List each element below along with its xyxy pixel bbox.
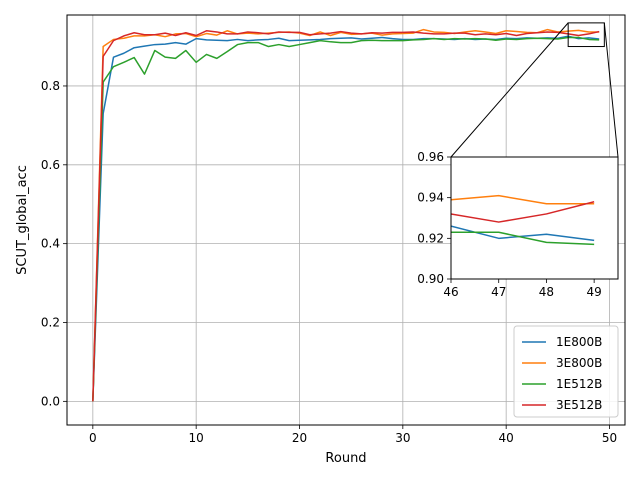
legend-label: 3E800B [556, 356, 602, 370]
legend-label: 3E512B [556, 398, 602, 412]
x-tick-label: 20 [292, 431, 307, 445]
y-axis-label: SCUT_global_acc [15, 165, 30, 275]
zoom-indicator [450, 22, 619, 158]
series-line-1e800b [92, 35, 600, 402]
zoom-connector-line [450, 22, 569, 158]
series-line-3e512b [92, 30, 600, 402]
legend: 1E800B 3E800B 1E512B 3E512B [513, 325, 619, 418]
inset-x-tick-label: 48 [539, 285, 554, 299]
y-tick-label: 0.6 [41, 158, 60, 172]
zoom-connector-line [603, 22, 619, 158]
x-tick-label: 0 [89, 431, 97, 445]
inset-series-line-1e512b [451, 231, 595, 246]
inset-x-tick-label: 47 [491, 285, 506, 299]
main-y-axis: 0.0 0.2 0.4 0.6 0.8 [41, 79, 67, 408]
inset-x-axis: 46 47 48 49 [443, 279, 602, 299]
inset-x-tick-label: 49 [587, 285, 602, 299]
y-tick-label: 0.4 [41, 237, 60, 251]
inset-series-lines [451, 194, 595, 246]
x-tick-label: 10 [189, 431, 204, 445]
inset-series-line-1e800b [451, 225, 595, 242]
zoom-region-box [567, 22, 605, 48]
main-plot-frame [66, 14, 626, 426]
inset-x-tick-label: 46 [443, 285, 458, 299]
legend-label: 1E512B [556, 377, 602, 391]
y-tick-label: 0.2 [41, 316, 60, 330]
inset-plot-frame [450, 156, 619, 280]
inset-y-tick-label: 0.90 [417, 272, 444, 286]
inset-series-line-3e800b [451, 194, 595, 205]
y-tick-label: 0.8 [41, 79, 60, 93]
x-tick-label: 40 [499, 431, 514, 445]
inset-y-tick-label: 0.96 [417, 150, 444, 164]
x-tick-label: 30 [395, 431, 410, 445]
x-axis-label: Round [325, 451, 366, 466]
main-series-lines [92, 28, 600, 402]
inset-y-axis: 0.90 0.92 0.94 0.96 [417, 150, 451, 286]
main-x-axis: 0 10 20 30 40 50 [89, 425, 617, 445]
inset-y-tick-label: 0.94 [417, 191, 444, 205]
series-line-1e512b [92, 36, 600, 402]
legend-box [513, 325, 619, 418]
inset-y-tick-label: 0.92 [417, 231, 444, 245]
series-line-3e800b [92, 28, 600, 402]
y-tick-label: 0.0 [41, 394, 60, 408]
x-tick-label: 50 [602, 431, 617, 445]
legend-label: 1E800B [556, 335, 602, 349]
inset-series-line-3e512b [451, 201, 595, 223]
